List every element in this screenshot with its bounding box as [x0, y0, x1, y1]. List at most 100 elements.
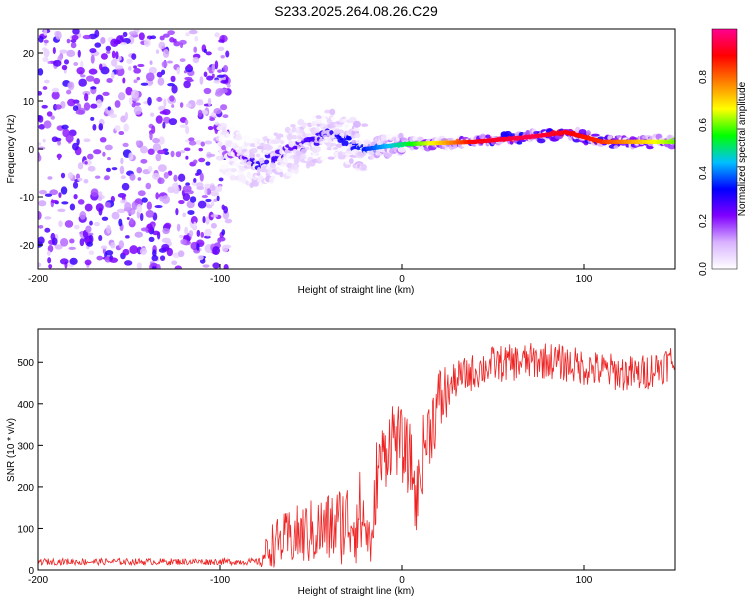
noise-blob: [119, 199, 128, 204]
noise-blob: [71, 34, 79, 41]
snr-x-label: Height of straight line (km): [298, 586, 415, 597]
noise-blob: [42, 138, 46, 143]
noise-blob: [95, 99, 103, 108]
noise-blob: [137, 190, 146, 197]
noise-blob: [101, 216, 109, 221]
noise-blob: [186, 63, 192, 70]
noise-blob: [94, 29, 100, 38]
noise-blob: [197, 200, 207, 209]
colorbar: 0.0 0.2 0.4 0.6 0.8 Normalized spectral ampl…: [698, 28, 748, 276]
noise-blob: [167, 30, 175, 36]
y-tick-label: 10: [23, 97, 35, 108]
noise-blob: [204, 140, 213, 145]
noise-blob: [155, 115, 163, 124]
noise-blob: [120, 157, 124, 165]
noise-blob: [46, 111, 53, 117]
noise-blob: [223, 264, 229, 269]
noise-blob: [67, 172, 74, 180]
noise-blob: [194, 35, 199, 42]
noise-blob: [105, 167, 111, 173]
noise-blob: [139, 212, 144, 222]
noise-blob: [111, 59, 118, 67]
ridge-blob: [352, 120, 361, 128]
ridge-blob: [291, 126, 297, 133]
noise-blob: [77, 199, 85, 205]
noise-blob: [133, 105, 142, 115]
noise-blob: [209, 185, 216, 192]
y-tick-label: 400: [17, 400, 34, 411]
noise-blob: [93, 149, 102, 155]
noise-blob: [87, 165, 96, 172]
noise-blob: [126, 58, 133, 64]
noise-blob: [48, 264, 53, 269]
ridge-blob: [282, 158, 289, 163]
noise-blob: [159, 110, 167, 115]
noise-blob: [206, 204, 213, 209]
noise-blob: [131, 53, 137, 60]
noise-blob: [171, 260, 178, 266]
noise-blob: [152, 137, 160, 144]
noise-blob: [200, 231, 205, 238]
ridge-blob: [315, 127, 320, 132]
noise-blob: [137, 177, 142, 181]
noise-blob: [73, 193, 78, 200]
noise-blob: [196, 186, 205, 191]
noise-blob: [197, 109, 203, 118]
noise-blob: [42, 86, 48, 90]
noise-blob: [222, 114, 229, 119]
noise-blob: [38, 142, 42, 146]
noise-blob: [117, 208, 124, 213]
ridge-blob: [269, 162, 276, 169]
noise-blob: [184, 147, 191, 152]
noise-blob: [193, 159, 198, 165]
noise-blob: [90, 188, 99, 197]
noise-blob: [175, 151, 182, 158]
colorbar-scale: [711, 28, 738, 270]
noise-blob: [151, 254, 159, 262]
noise-blob: [120, 175, 126, 180]
snr-panel: -200 -100 0 100 0 100 200 300 400 500 Height of …: [6, 328, 676, 597]
noise-blob: [43, 120, 52, 129]
noise-blob: [169, 95, 175, 102]
noise-blob: [171, 84, 178, 94]
noise-blob: [216, 195, 220, 202]
noise-blob: [212, 262, 220, 269]
noise-blob: [205, 216, 210, 225]
noise-blob: [90, 86, 97, 90]
noise-blob: [125, 86, 133, 96]
y-tick-label: -20: [20, 241, 35, 252]
noise-blob: [109, 113, 118, 118]
noise-blob: [98, 191, 103, 199]
noise-blob: [44, 227, 51, 233]
noise-blob: [168, 118, 178, 126]
y-tick-label: 20: [23, 49, 35, 60]
noise-blob: [117, 92, 126, 101]
noise-blob: [218, 177, 224, 182]
ridge-blob: [339, 155, 346, 160]
noise-blob: [86, 241, 93, 247]
noise-blob: [94, 175, 101, 179]
noise-blob: [158, 136, 165, 145]
noise-blob: [44, 193, 53, 197]
noise-blob: [203, 48, 207, 54]
noise-blob: [83, 102, 91, 111]
noise-blob: [109, 257, 119, 263]
noise-blob: [104, 144, 113, 151]
ridge-blob: [314, 119, 323, 125]
noise-blob: [174, 265, 182, 269]
noise-blob: [90, 103, 98, 109]
noise-blob: [78, 78, 87, 87]
noise-blob: [111, 50, 116, 59]
noise-blob: [147, 96, 152, 106]
snr-x-ticks: -200 -100 0 100: [28, 565, 593, 586]
ridge-blob: [265, 145, 273, 151]
noise-blob: [177, 173, 186, 182]
noise-blob: [186, 78, 194, 83]
noise-blob: [158, 41, 166, 50]
noise-blob: [162, 121, 166, 129]
noise-blob: [42, 56, 49, 63]
noise-blob: [148, 66, 157, 75]
noise-blob: [135, 140, 140, 146]
figure-title: S233.2025.264.08.26.C29: [274, 3, 438, 19]
ridge-blob: [286, 134, 293, 141]
